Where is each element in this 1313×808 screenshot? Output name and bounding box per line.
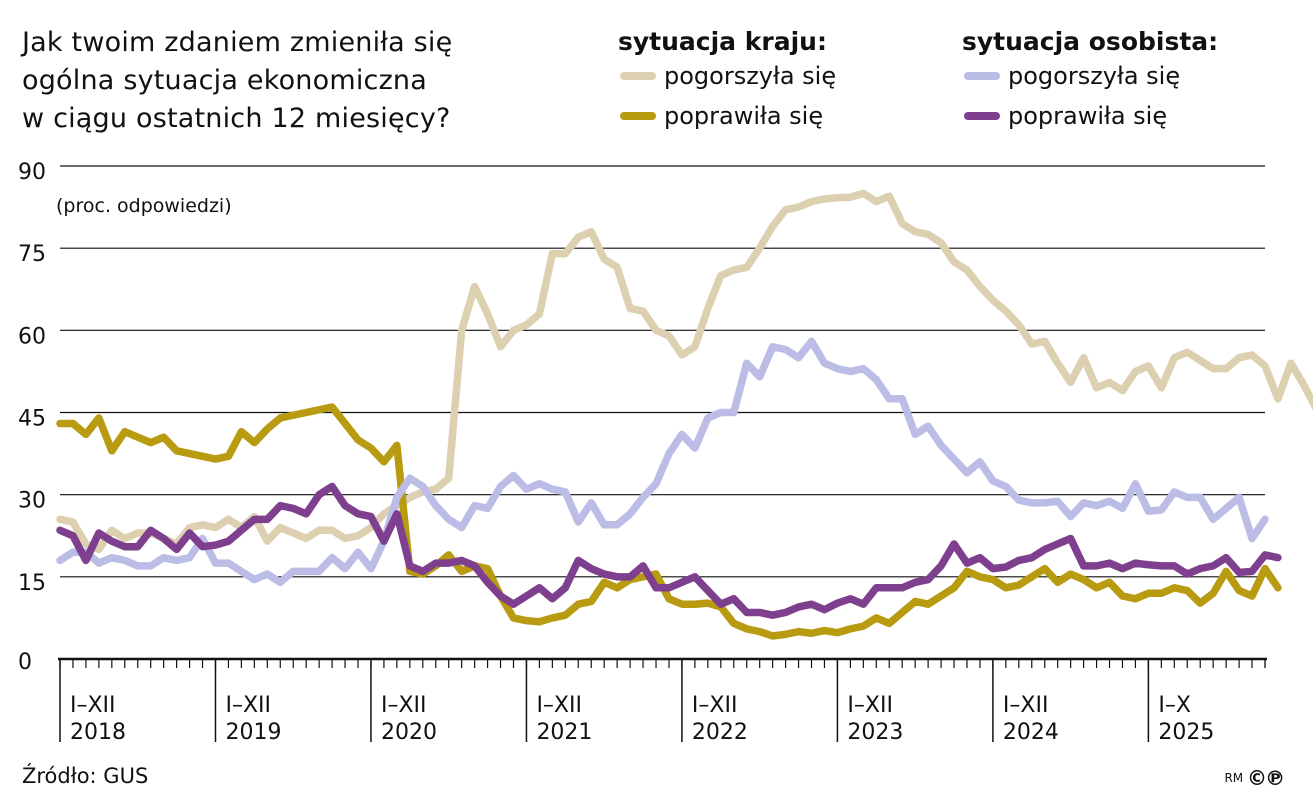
x-group-label: I–XII <box>1003 693 1049 718</box>
x-group-label: I–XII <box>536 693 582 718</box>
legend-label-country-better: poprawiła się <box>664 102 824 130</box>
x-group-label: I–XII <box>847 693 893 718</box>
y-tick-label: 60 <box>18 324 46 349</box>
series-line-personal-worse <box>56 337 1269 587</box>
x-group-label: I–XII <box>70 693 116 718</box>
legend-item-country-worse: pogorszyła się <box>618 58 836 98</box>
legend-label-personal-better: poprawiła się <box>1008 102 1168 130</box>
title-line: Jak twoim zdaniem zmieniła się <box>22 27 453 58</box>
legend-swatch-personal-better <box>964 112 1000 120</box>
y-tick-label: 45 <box>18 407 46 432</box>
y-tick-label: 15 <box>18 571 46 596</box>
x-group-year: 2018 <box>70 720 126 745</box>
legend-label-personal-worse: pogorszyła się <box>1008 62 1181 90</box>
series-line-country-better <box>56 403 1282 640</box>
legend-swatch-personal-worse <box>964 72 1000 80</box>
x-group-year: 2022 <box>692 720 748 745</box>
legend-country-heading: sytuacja kraju: <box>618 27 827 56</box>
y-tick-label: 75 <box>18 242 46 267</box>
legend-label-country-worse: pogorszyła się <box>664 62 837 90</box>
legend-item-personal-worse: pogorszyła się <box>962 58 1218 98</box>
legend-item-country-better: poprawiła się <box>618 98 827 138</box>
x-group-year: 2024 <box>1003 720 1059 745</box>
x-group-year: 2021 <box>536 720 592 745</box>
title-line: ogólna sytuacja ekonomiczna <box>22 65 427 96</box>
x-group-label: I–XII <box>225 693 271 718</box>
x-group-year: 2025 <box>1158 720 1214 745</box>
x-group-label: I–XII <box>381 693 427 718</box>
legend-country: sytuacja kraju: pogorszyła się poprawiła… <box>618 26 836 138</box>
y-tick-label: 30 <box>18 489 46 514</box>
series-line-country-worse <box>56 189 1313 554</box>
y-tick-label: 0 <box>18 650 32 675</box>
x-group-year: 2019 <box>225 720 281 745</box>
copyright-mark: RM ©℗ <box>1224 766 1285 790</box>
x-group-year: 2023 <box>847 720 903 745</box>
legend-swatch-country-worse <box>620 72 656 80</box>
legend-personal-heading: sytuacja osobista: <box>962 27 1219 56</box>
source-note: Źródło: GUS <box>22 764 149 788</box>
y-tick-label: 90 <box>18 160 46 185</box>
y-unit-label: (proc. odpowiedzi) <box>56 195 232 217</box>
copyright-symbols: ©℗ <box>1247 766 1285 790</box>
legend-item-personal-better: poprawiła się <box>962 98 1218 138</box>
x-group-year: 2020 <box>381 720 437 745</box>
x-group-label: I–XII <box>692 693 738 718</box>
series-line-personal-better <box>56 482 1282 619</box>
copyright-initials: RM <box>1224 771 1244 785</box>
legend-personal: sytuacja osobista: pogorszyła się popraw… <box>962 26 1218 138</box>
x-group-label: I–X <box>1158 693 1191 718</box>
chart-title: Jak twoim zdaniem zmieniła się ogólna sy… <box>22 24 582 138</box>
title-line: w ciągu ostatnich 12 miesięcy? <box>22 103 451 134</box>
legend-swatch-country-better <box>620 112 656 120</box>
